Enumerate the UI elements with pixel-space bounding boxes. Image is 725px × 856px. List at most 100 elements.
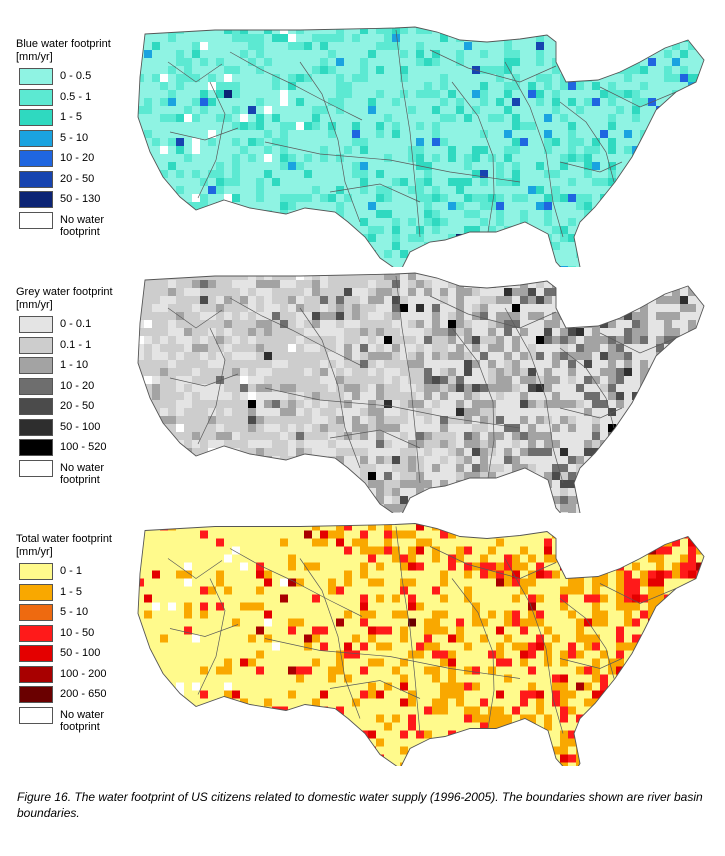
grey-legend-item: 1 - 10 [16, 356, 113, 377]
grid-cell [320, 66, 328, 74]
grid-cell [328, 312, 336, 320]
grid-cell [512, 496, 520, 504]
grid-cell [256, 602, 264, 611]
grid-cell [672, 538, 680, 547]
grid-cell [656, 578, 664, 587]
grid-cell [608, 320, 616, 328]
grid-cell [360, 296, 368, 304]
grid-cell [224, 328, 232, 336]
grid-cell [664, 480, 672, 488]
grid-cell [568, 512, 576, 513]
grid-cell [616, 682, 624, 691]
grid-cell [360, 392, 368, 400]
grid-cell [416, 352, 424, 360]
grid-cell [496, 74, 504, 82]
grid-cell [504, 512, 512, 513]
grid-cell [424, 368, 432, 376]
grid-cell [488, 480, 496, 488]
grid-cell [552, 336, 560, 344]
grid-cell [488, 496, 496, 504]
grid-cell [432, 288, 440, 296]
grid-cell [416, 546, 424, 555]
grid-cell [704, 312, 712, 320]
grid-cell [408, 762, 416, 766]
grid-cell [408, 722, 416, 731]
grid-cell [544, 523, 552, 531]
grid-cell [352, 464, 360, 472]
grid-cell [592, 42, 600, 50]
grid-cell [464, 586, 472, 595]
grid-cell [696, 384, 704, 392]
grid-cell [520, 408, 528, 416]
grid-cell [512, 114, 520, 122]
grid-cell [280, 578, 288, 587]
grid-cell [264, 440, 272, 448]
grid-cell [608, 762, 616, 766]
grid-cell [600, 90, 608, 98]
grid-cell [176, 336, 184, 344]
grid-cell [336, 82, 344, 90]
grid-cell [584, 296, 592, 304]
grid-cell [384, 42, 392, 50]
legend-label: 10 - 20 [60, 152, 95, 165]
grid-cell [432, 226, 440, 234]
grid-cell [184, 392, 192, 400]
grid-cell [200, 210, 208, 218]
grid-cell [672, 250, 680, 258]
grid-cell [624, 288, 632, 296]
grid-cell [264, 312, 272, 320]
grid-cell [448, 400, 456, 408]
grid-cell [376, 226, 384, 234]
grid-cell [704, 242, 712, 250]
grid-cell [624, 602, 632, 611]
grid-cell [488, 610, 496, 619]
grid-cell [624, 320, 632, 328]
grid-cell [504, 432, 512, 440]
grid-cell [312, 523, 320, 531]
grid-cell [592, 392, 600, 400]
grid-cell [552, 352, 560, 360]
grid-cell [656, 690, 664, 699]
legend-swatch [19, 398, 53, 416]
grid-cell [488, 114, 496, 122]
basin-boundary [169, 127, 239, 141]
grid-cell [464, 562, 472, 571]
grid-cell [472, 512, 480, 513]
grid-cell [392, 280, 400, 288]
grid-cell [288, 122, 296, 130]
grid-cell [448, 368, 456, 376]
grid-cell [560, 82, 568, 90]
grid-cell [272, 138, 280, 146]
grid-cell [472, 746, 480, 755]
grid-cell [416, 27, 424, 34]
grid-cell [560, 754, 568, 763]
grid-cell [576, 34, 584, 42]
grid-cell [568, 312, 576, 320]
grid-cell [416, 602, 424, 611]
grid-cell [528, 432, 536, 440]
grid-cell [336, 336, 344, 344]
grid-cell [664, 186, 672, 194]
grid-cell [616, 186, 624, 194]
grid-cell [584, 472, 592, 480]
grid-cell [368, 352, 376, 360]
grid-cell [256, 114, 264, 122]
grid-cell [552, 392, 560, 400]
grid-cell [232, 154, 240, 162]
grid-cell [584, 50, 592, 58]
grid-cell [400, 496, 408, 504]
grid-cell [624, 296, 632, 304]
grid-cell [584, 496, 592, 504]
grid-cell [248, 400, 256, 408]
grid-cell [672, 344, 680, 352]
grid-cell [560, 296, 568, 304]
grid-cell [192, 202, 200, 210]
grid-cell [640, 344, 648, 352]
grid-cell [560, 304, 568, 312]
grid-cell [344, 82, 352, 90]
grid-cell [432, 106, 440, 114]
grid-cell [184, 154, 192, 162]
grid-cell [328, 352, 336, 360]
grid-cell [272, 706, 280, 715]
grid-cell [536, 562, 544, 571]
